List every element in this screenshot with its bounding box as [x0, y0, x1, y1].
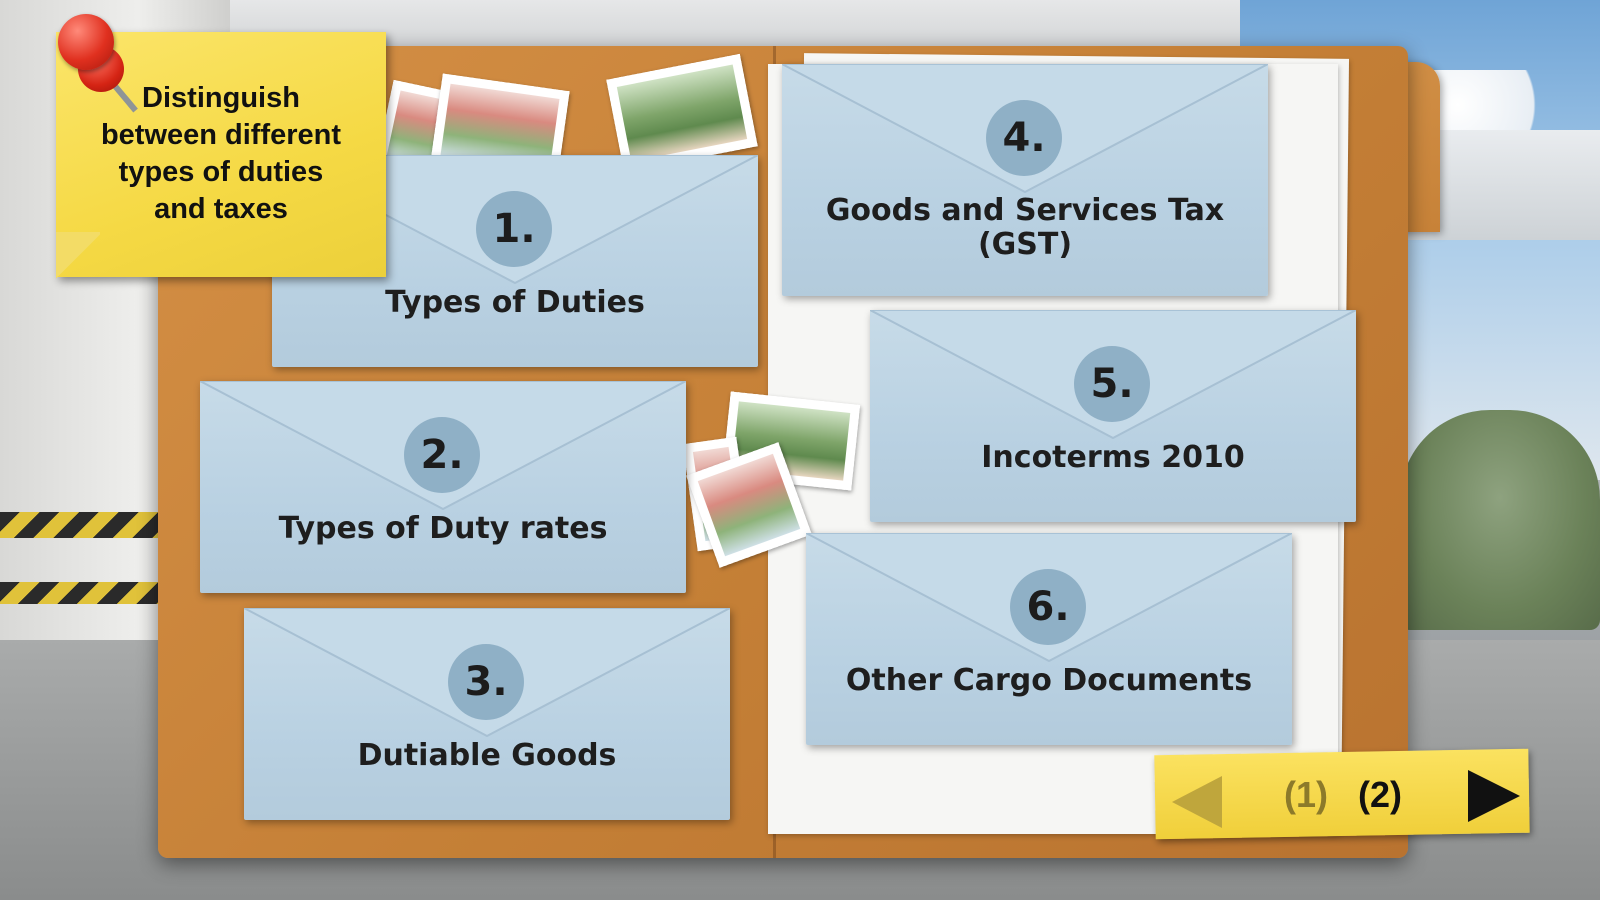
topic-label-line: Other Cargo Documents [845, 663, 1253, 698]
topic-label: Other Cargo Documents [806, 663, 1292, 699]
background-trees [1400, 410, 1600, 630]
topic-number: 2. [404, 417, 480, 493]
topic-label-line: Goods and Services Tax [825, 193, 1225, 228]
topic-label: Incoterms 2010 [870, 440, 1356, 476]
topic-label-line: Dutiable Goods [357, 738, 617, 773]
topic-label: Types of Duty rates [200, 511, 686, 547]
topic-envelope-6[interactable]: 6. Other Cargo Documents [806, 533, 1292, 745]
pushpin-head [58, 14, 114, 70]
page-2-link[interactable]: (2) [1358, 774, 1402, 815]
topic-label-line: Types of Duties [385, 285, 645, 320]
topic-number: 3. [448, 644, 524, 720]
background-hazard-stripe [0, 512, 170, 538]
topic-envelope-5[interactable]: 5. Incoterms 2010 [870, 310, 1356, 522]
next-arrow-icon[interactable] [1468, 770, 1520, 822]
topic-label: Goods and Services Tax (GST) [782, 194, 1268, 262]
topic-envelope-3[interactable]: 3. Dutiable Goods [244, 608, 730, 820]
topic-label: Types of Duties [272, 285, 758, 321]
topic-number: 5. [1074, 346, 1150, 422]
topic-label-line: Incoterms 2010 [981, 440, 1245, 475]
objective-text: Distinguish between different types of d… [66, 80, 376, 228]
objective-line: and taxes [154, 193, 288, 225]
objective-line: between different [100, 119, 342, 151]
objective-line: Distinguish [142, 82, 300, 114]
previous-arrow-icon[interactable] [1172, 776, 1222, 828]
topic-label-line: Types of Duty rates [278, 511, 608, 546]
background-hazard-stripe [0, 582, 170, 604]
topic-number: 1. [476, 191, 552, 267]
page-1-link[interactable]: (1) [1284, 774, 1328, 815]
sticky-note-curl [56, 232, 100, 280]
topic-label: Dutiable Goods [244, 738, 730, 774]
topic-envelope-4[interactable]: 4. Goods and Services Tax (GST) [782, 64, 1268, 296]
topic-number: 6. [1010, 569, 1086, 645]
topic-label-line: (GST) [977, 227, 1073, 262]
objective-line: types of duties [118, 156, 324, 188]
topic-envelope-2[interactable]: 2. Types of Duty rates [200, 381, 686, 593]
topic-number: 4. [986, 100, 1062, 176]
